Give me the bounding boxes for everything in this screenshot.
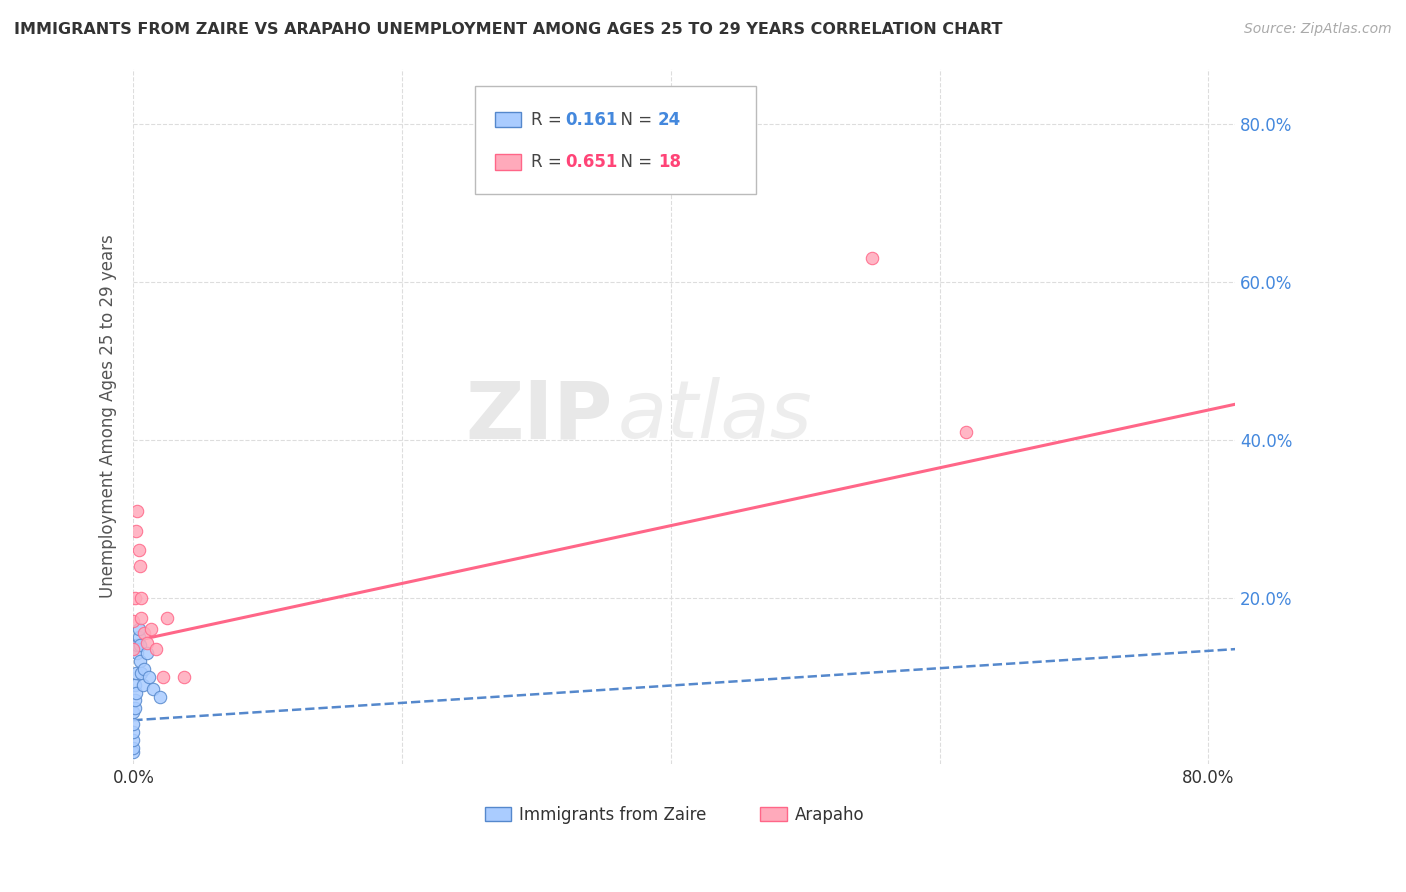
Point (149, 690, 172, 704)
Text: R =: R = (531, 153, 567, 171)
FancyBboxPatch shape (485, 807, 512, 822)
Point (131, 591, 153, 605)
Point (127, 646, 149, 660)
Point (129, 559, 152, 574)
FancyBboxPatch shape (495, 112, 522, 128)
Point (122, 745, 145, 759)
Text: ZIP: ZIP (465, 377, 613, 455)
Text: 0.651: 0.651 (565, 153, 617, 171)
Point (122, 706, 145, 720)
Text: N =: N = (610, 111, 658, 128)
Text: IMMIGRANTS FROM ZAIRE VS ARAPAHO UNEMPLOYMENT AMONG AGES 25 TO 29 YEARS CORRELAT: IMMIGRANTS FROM ZAIRE VS ARAPAHO UNEMPLO… (14, 22, 1002, 37)
Text: N =: N = (610, 153, 658, 171)
Point (132, 626, 155, 640)
Point (124, 678, 146, 692)
Point (173, 670, 195, 684)
Point (129, 654, 152, 668)
Point (125, 665, 148, 680)
Point (124, 591, 146, 605)
Point (128, 543, 150, 558)
Text: atlas: atlas (619, 377, 813, 455)
Point (132, 678, 155, 692)
Text: 0.161: 0.161 (565, 111, 617, 128)
Point (125, 524, 148, 538)
Point (122, 717, 145, 731)
Point (145, 642, 167, 657)
Text: R =: R = (531, 111, 567, 128)
FancyBboxPatch shape (761, 807, 787, 822)
FancyBboxPatch shape (495, 154, 522, 169)
Point (128, 630, 150, 644)
Y-axis label: Unemployment Among Ages 25 to 29 years: Unemployment Among Ages 25 to 29 years (100, 235, 117, 598)
Point (128, 623, 150, 637)
Point (122, 733, 145, 747)
Point (127, 638, 149, 652)
Point (125, 685, 148, 699)
Text: Source: ZipAtlas.com: Source: ZipAtlas.com (1244, 22, 1392, 37)
Point (135, 636, 157, 650)
Text: 18: 18 (658, 153, 681, 171)
Point (156, 610, 179, 624)
Point (122, 615, 145, 629)
Point (131, 610, 153, 624)
Point (122, 740, 145, 755)
Text: Arapaho: Arapaho (794, 806, 865, 824)
Point (132, 662, 155, 676)
Point (124, 701, 146, 715)
Point (142, 681, 165, 696)
Point (860, 251, 883, 265)
Point (139, 623, 162, 637)
Point (135, 646, 157, 660)
Text: 24: 24 (658, 111, 681, 128)
Point (955, 425, 977, 439)
Point (122, 725, 145, 739)
Text: Immigrants from Zaire: Immigrants from Zaire (519, 806, 706, 824)
Point (131, 665, 153, 680)
Point (124, 693, 146, 707)
Point (122, 642, 145, 657)
Point (129, 638, 152, 652)
Point (152, 670, 174, 684)
FancyBboxPatch shape (475, 86, 756, 194)
Point (127, 504, 149, 518)
Point (138, 670, 160, 684)
